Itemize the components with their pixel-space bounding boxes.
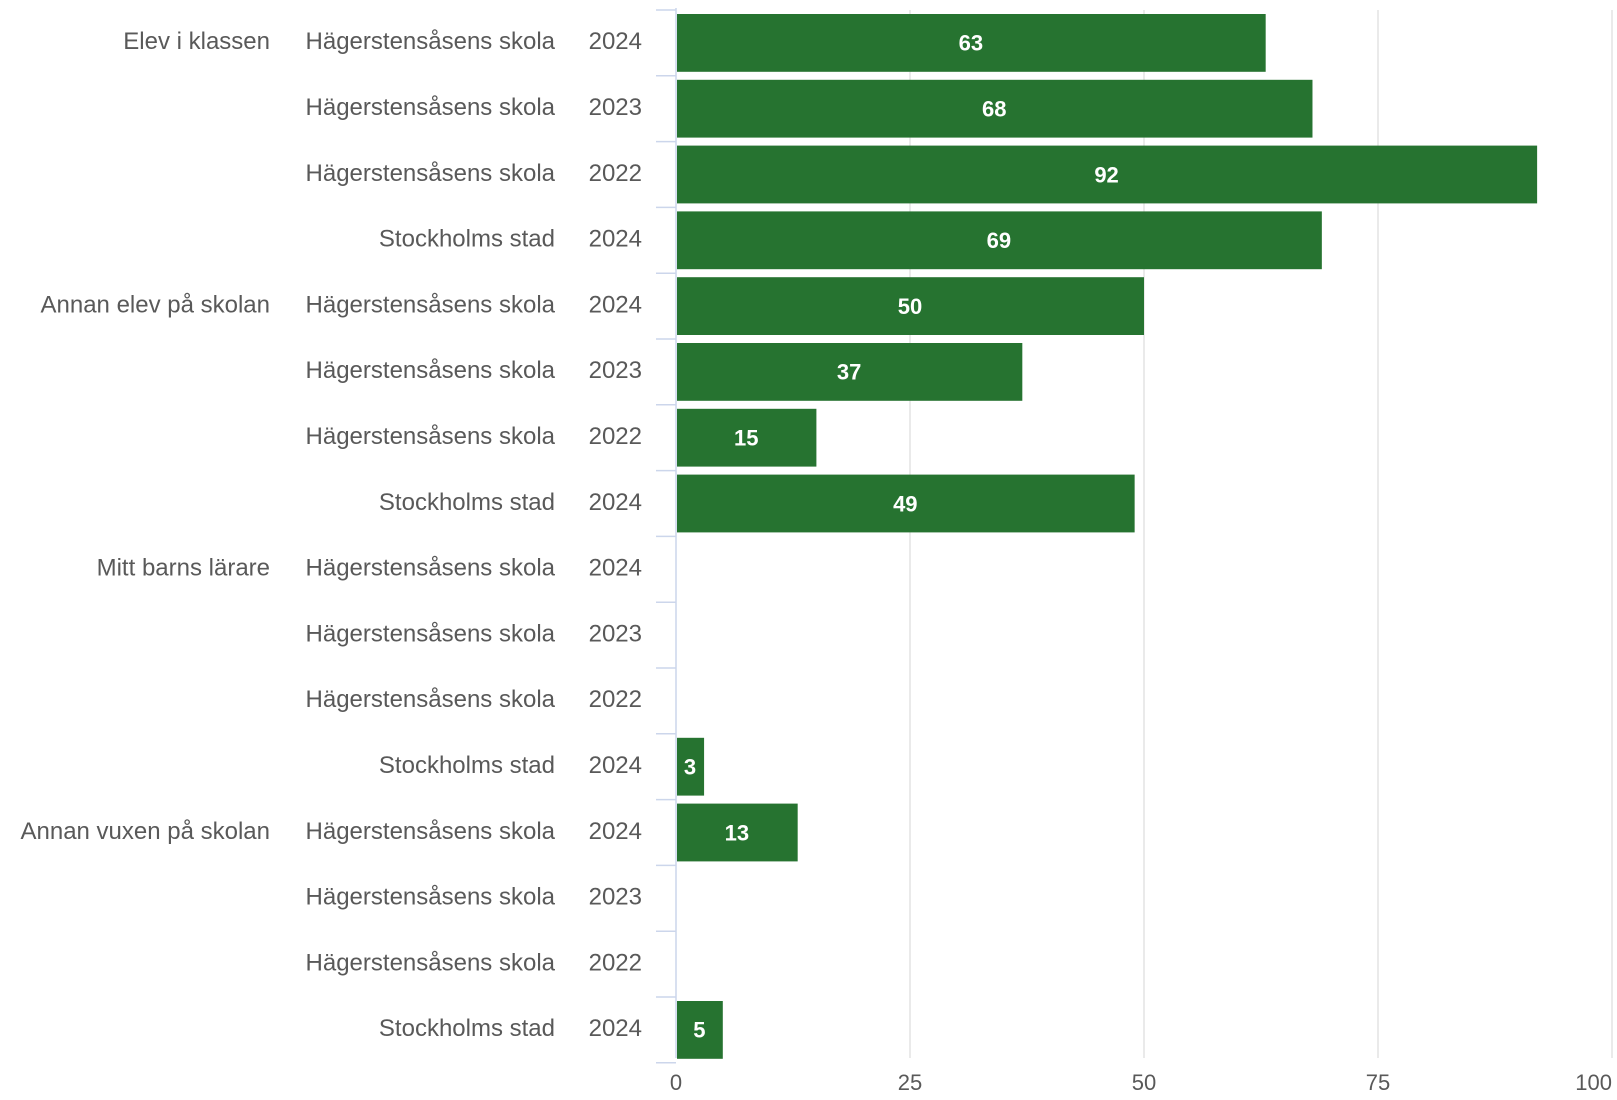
year-label: 2024 [589,28,642,55]
entity-label: Hägerstensåsens skola [306,160,556,187]
x-tick-label: 25 [898,1070,922,1095]
entity-label: Hägerstensåsens skola [306,949,556,976]
entity-label: Hägerstensåsens skola [306,686,556,713]
data-label: 92 [1094,162,1118,187]
entity-label: Stockholms stad [379,1015,555,1042]
data-label: 5 [693,1018,705,1043]
data-label: 69 [987,228,1011,253]
data-label: 63 [959,31,983,56]
year-label: 2024 [589,1015,642,1042]
entity-label: Hägerstensåsens skola [306,28,556,55]
year-label: 2022 [589,686,642,713]
category-label: Elev i klassen [123,28,270,55]
data-label: 15 [734,426,758,451]
category-label: Annan vuxen på skolan [20,818,270,845]
entity-label: Hägerstensåsens skola [306,94,556,121]
bar [677,343,1023,401]
bar [677,277,1144,335]
entity-label: Hägerstensåsens skola [306,357,556,384]
x-tick-label: 100 [1575,1070,1612,1095]
year-label: 2024 [589,489,642,516]
x-tick-label: 50 [1132,1070,1156,1095]
year-label: 2023 [589,884,642,911]
year-label: 2022 [589,160,642,187]
category-label: Annan elev på skolan [41,291,271,318]
bar [677,211,1322,270]
year-label: 2024 [589,555,642,582]
bar [677,1001,723,1059]
bar [677,14,1266,72]
bar [677,803,798,862]
year-label: 2024 [589,818,642,845]
entity-label: Stockholms stad [379,752,555,779]
x-tick-label: 0 [670,1070,682,1095]
entity-label: Hägerstensåsens skola [306,818,556,845]
year-label: 2022 [589,423,642,450]
year-label: 2024 [589,291,642,318]
entity-label: Hägerstensåsens skola [306,884,556,911]
entity-label: Hägerstensåsens skola [306,620,556,647]
entity-label: Hägerstensåsens skola [306,555,556,582]
bar [677,79,1313,138]
entity-label: Hägerstensåsens skola [306,291,556,318]
bar [677,737,705,796]
bar [677,408,817,467]
year-label: 2023 [589,357,642,384]
bar [677,474,1135,533]
data-label: 68 [982,97,1006,122]
year-label: 2022 [589,949,642,976]
year-label: 2023 [589,620,642,647]
year-label: 2024 [589,226,642,253]
entity-label: Stockholms stad [379,489,555,516]
year-label: 2023 [589,94,642,121]
category-label: Mitt barns lärare [97,555,270,582]
data-label: 13 [725,820,749,845]
entity-label: Stockholms stad [379,226,555,253]
data-label: 49 [893,491,917,516]
year-label: 2024 [589,752,642,779]
data-label: 3 [684,755,696,780]
data-label: 50 [898,294,922,319]
data-label: 37 [837,360,861,385]
bar [677,145,1538,204]
entity-label: Hägerstensåsens skola [306,423,556,450]
x-tick-label: 75 [1366,1070,1390,1095]
